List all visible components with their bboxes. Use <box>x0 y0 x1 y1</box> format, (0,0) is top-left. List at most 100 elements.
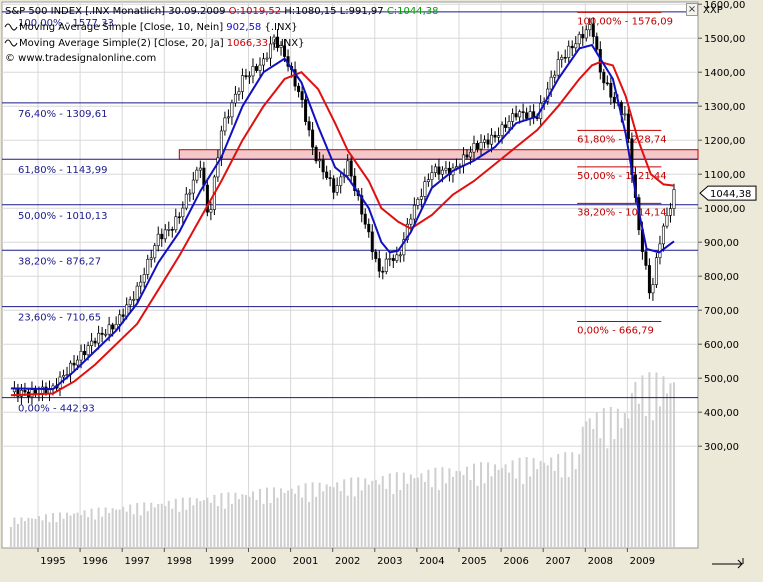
volume-bar <box>543 462 546 548</box>
y-tick-label: 1400,00 <box>704 68 745 79</box>
candle-body <box>560 56 564 60</box>
candle-body <box>647 265 651 294</box>
volume-bar <box>595 411 598 548</box>
volume-bar <box>16 524 19 548</box>
volume-bar <box>444 483 447 548</box>
y-tick-label: 1000,00 <box>704 204 745 215</box>
candle-body <box>360 195 364 215</box>
candle-body <box>612 96 616 103</box>
volume-bar <box>188 497 191 548</box>
volume-bar <box>48 522 51 548</box>
candle-body <box>230 102 234 118</box>
candle-body <box>602 71 606 84</box>
volume-bar <box>202 500 205 548</box>
volume-bar <box>94 519 97 548</box>
candle-body <box>97 332 101 344</box>
volume-bar <box>234 492 237 548</box>
ohlc-value: C:1044,38 <box>384 6 439 17</box>
candle-body <box>118 314 122 325</box>
volume-bar <box>209 502 212 548</box>
candle-body <box>574 43 578 49</box>
close-button[interactable]: × <box>686 3 698 16</box>
fib-level-label: 38,20% - 876,27 <box>18 256 101 267</box>
volume-bar <box>322 491 325 548</box>
volume-bar <box>476 485 479 548</box>
fib-level-label: 100,00% - 1577,33 <box>18 18 114 29</box>
volume-bar <box>139 515 142 548</box>
fib-level-label: 50,00% - 1010,13 <box>18 211 107 222</box>
candle-body <box>304 99 308 122</box>
candle-body <box>479 142 483 150</box>
volume-bar <box>27 517 30 548</box>
volume-bar <box>276 497 279 548</box>
candle-body <box>500 124 504 136</box>
candle-body <box>402 239 406 256</box>
volume-bar <box>9 527 12 548</box>
volume-bar <box>287 490 290 548</box>
volume-bar <box>469 480 472 548</box>
volume-bar <box>167 500 170 548</box>
candle-body <box>367 223 371 233</box>
volume-bar <box>125 511 128 548</box>
y-tick-label: 600,00 <box>704 340 739 351</box>
volume-bar <box>592 428 595 548</box>
candle-body <box>132 298 136 301</box>
volume-bar <box>108 513 111 548</box>
volume-bar <box>529 476 532 548</box>
volume-bar <box>416 477 419 548</box>
fib-minor-label: 0,00% - 666,79 <box>577 325 654 336</box>
volume-bar <box>637 403 640 548</box>
candle-body <box>444 167 448 171</box>
arrow-icon <box>712 558 744 569</box>
candle-body <box>423 181 427 197</box>
y-tick-label: 400,00 <box>704 408 739 419</box>
candle-body <box>395 254 399 261</box>
volume-bar <box>669 383 672 548</box>
ohlc-value: L:991,97 <box>337 6 384 17</box>
y-tick-label: 700,00 <box>704 306 739 317</box>
volume-bar <box>223 508 226 548</box>
candle-body <box>226 116 230 119</box>
x-tick-label: 2002 <box>335 556 360 567</box>
candle-body <box>609 82 613 98</box>
volume-bar <box>487 462 490 548</box>
copyright-text: © www.tradesignalonline.com <box>5 53 156 64</box>
volume-bar <box>62 518 65 548</box>
volume-bar <box>511 460 514 548</box>
volume-bar <box>213 494 216 548</box>
candle-body <box>398 254 402 257</box>
volume-bar <box>560 477 563 548</box>
volume-bar <box>441 467 444 548</box>
candle-body <box>318 159 322 162</box>
volume-bar <box>455 470 458 548</box>
volume-bar <box>258 488 261 548</box>
candle-body <box>605 82 609 85</box>
candle-body <box>325 171 329 178</box>
volume-bar <box>588 418 591 548</box>
candle-body <box>588 24 592 31</box>
candle-body <box>486 139 490 145</box>
candle-body <box>244 75 248 78</box>
volume-bar <box>525 457 528 548</box>
volume-bar <box>364 478 367 548</box>
fib-minor-label: 50,00% - 1121,44 <box>577 171 666 182</box>
x-tick-label: 2006 <box>503 556 528 567</box>
candle-body <box>149 257 153 260</box>
candle-body <box>507 121 511 128</box>
candle-body <box>79 350 83 361</box>
volume-bar <box>655 372 658 548</box>
indicator-legend: Moving Average Simple [Close, 10, Nein] … <box>19 22 298 33</box>
candle-body <box>409 218 413 225</box>
y-tick-label: 1200,00 <box>704 136 745 147</box>
x-tick-label: 2008 <box>588 556 613 567</box>
volume-bar <box>59 512 62 548</box>
candle-body <box>497 135 501 138</box>
candle-body <box>388 258 392 260</box>
candle-body <box>335 185 339 193</box>
volume-bar <box>195 498 198 548</box>
candle-body <box>139 281 143 287</box>
volume-bar <box>118 509 121 548</box>
scroll-arrow-icon[interactable] <box>708 554 748 572</box>
candle-body <box>321 159 325 173</box>
